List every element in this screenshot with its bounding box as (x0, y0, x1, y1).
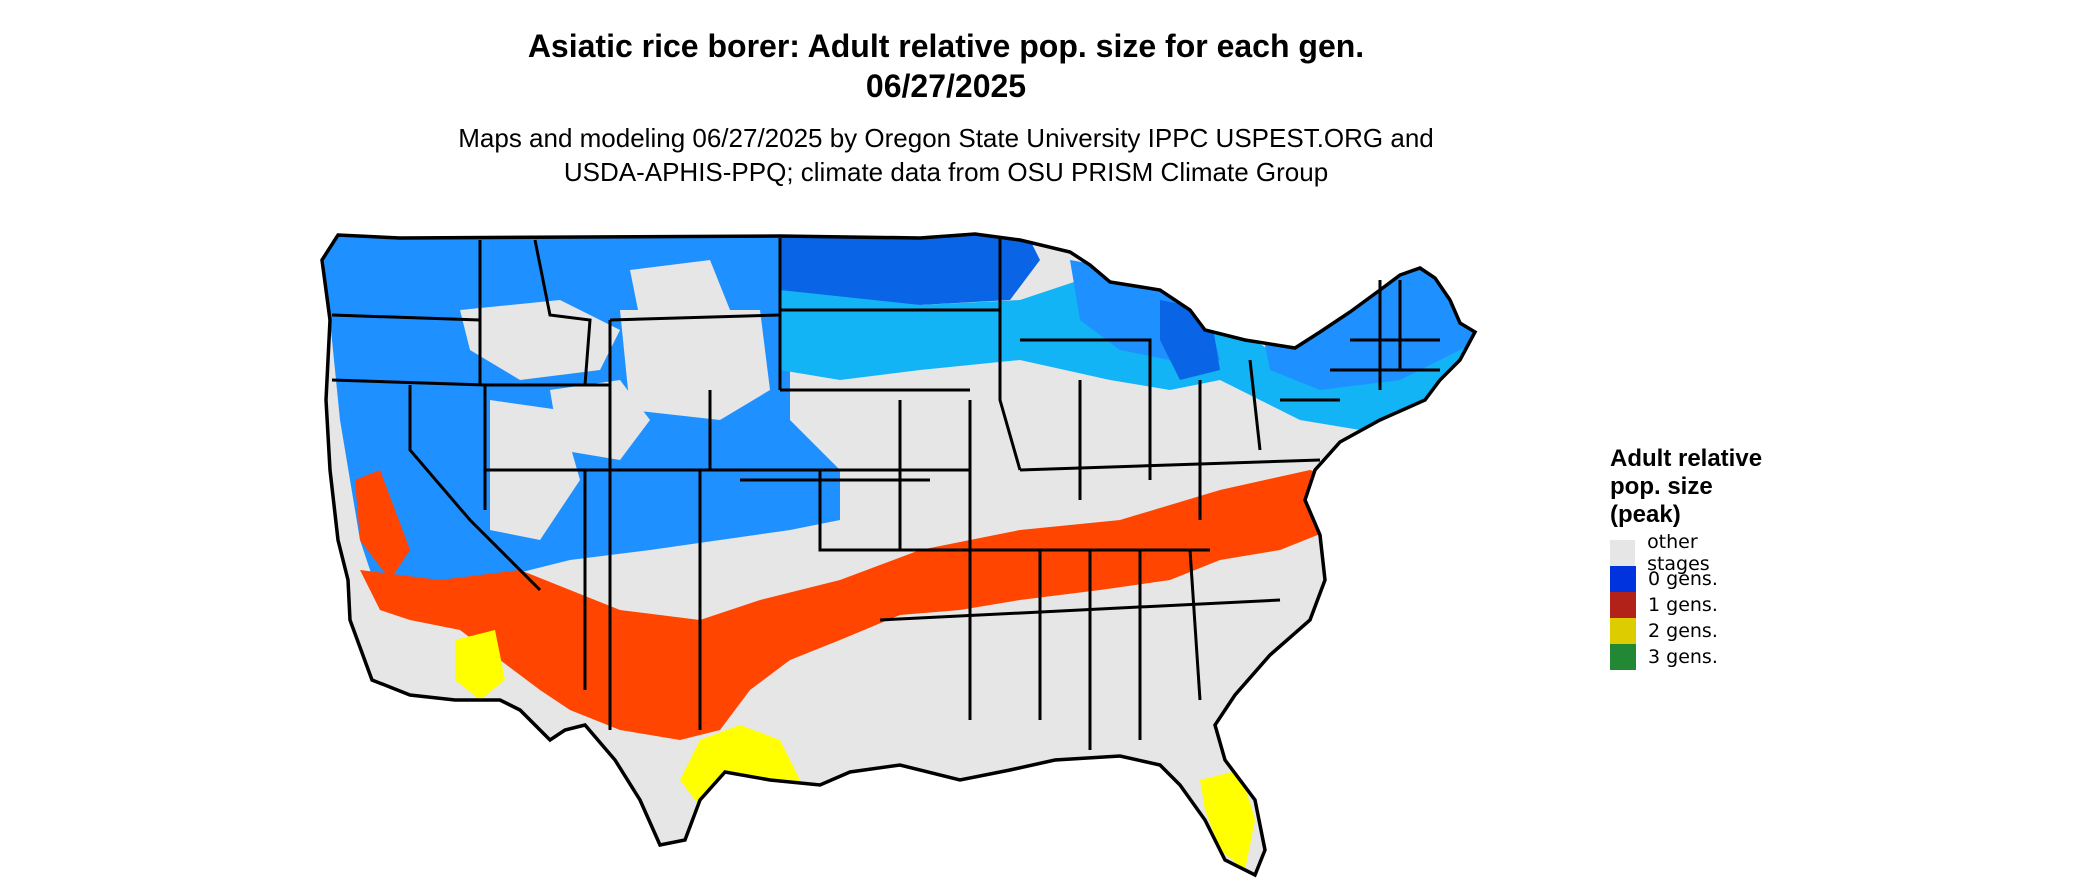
legend-swatch-2-gens (1610, 618, 1636, 644)
state-borders (320, 232, 1478, 878)
legend-swatch-1-gens (1610, 592, 1636, 618)
legend-item-1-gens: 1 gens. (1610, 592, 1762, 618)
map-title-line-1: Asiatic rice borer: Adult relative pop. … (527, 28, 1365, 64)
zone-2-gens-florida (1200, 770, 1255, 870)
map-legend: Adult relative pop. size (peak) other st… (1610, 445, 1763, 670)
legend-item-other-stages: other stages (1610, 531, 1762, 575)
zone-0-gens-north-dark (780, 234, 1040, 305)
map-subtitle-line-2: USDA-APHIS-PPQ; climate data from OSU PR… (563, 157, 1329, 187)
legend-swatch-other-stages (1610, 540, 1636, 566)
legend-label-other-stages: other stages (1647, 531, 1710, 575)
legend-item-3-gens: 3 gens. (1610, 644, 1762, 670)
legend-swatch-3-gens (1610, 644, 1636, 670)
legend-label-2-gens: 2 gens. (1648, 620, 1718, 642)
legend-label-1-gens: 1 gens. (1648, 594, 1718, 616)
zone-1-gens-ca (355, 470, 410, 580)
legend-title-line-3: (peak) (1610, 501, 1681, 528)
legend-label-0-gens: 0 gens. (1648, 568, 1718, 590)
legend-item-2-gens: 2 gens. (1610, 618, 1762, 644)
zone-1-gens-band (360, 470, 1340, 740)
zone-other-wyoming (620, 310, 770, 420)
zone-other-west-patch-2 (550, 380, 650, 460)
legend-swatch-0-gens (1610, 566, 1636, 592)
legend-label-3-gens: 3 gens. (1648, 646, 1718, 668)
zone-0-gens-north-light (780, 280, 1475, 430)
map-title-line-2: 06/27/2025 (865, 68, 1027, 104)
map-subtitle-line-1: Maps and modeling 06/27/2025 by Oregon S… (458, 123, 1434, 153)
legend-item-0-gens: 0 gens. (1610, 566, 1762, 592)
us-map (320, 232, 1478, 878)
legend-title-line-1: Adult relative (1610, 445, 1763, 472)
legend-items: other stages 0 gens. 1 gens. 2 gens. 3 g… (1610, 531, 1762, 670)
zone-2-gens-sw (455, 630, 505, 700)
legend-title-line-2: pop. size (1610, 473, 1713, 500)
